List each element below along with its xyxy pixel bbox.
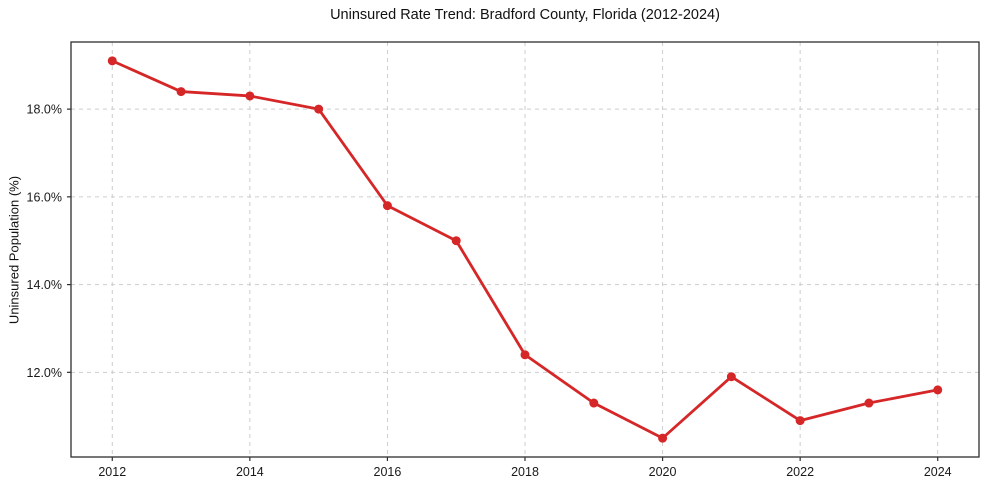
data-point [382,201,392,211]
x-tick-label: 2020 [649,465,677,479]
data-point [726,372,736,382]
data-point [589,398,599,408]
x-tick-label: 2012 [98,465,126,479]
data-point [933,385,943,395]
x-tick-label: 2022 [786,465,814,479]
y-tick-label: 14.0% [27,278,62,292]
chart-title: Uninsured Rate Trend: Bradford County, F… [330,7,720,23]
x-tick-label: 2024 [924,465,952,479]
data-point [176,87,186,97]
y-tick-label: 18.0% [27,103,62,117]
x-tick-label: 2014 [236,465,264,479]
data-point [451,236,461,246]
data-point [245,91,255,101]
x-tick-label: 2018 [511,465,539,479]
data-point [864,398,874,408]
y-tick-label: 12.0% [27,366,62,380]
data-point [520,350,530,360]
x-tick-label: 2016 [374,465,402,479]
data-point [795,416,805,426]
y-tick-label: 16.0% [27,190,62,204]
data-point [107,56,117,66]
data-point [314,104,324,114]
data-point [658,433,668,443]
